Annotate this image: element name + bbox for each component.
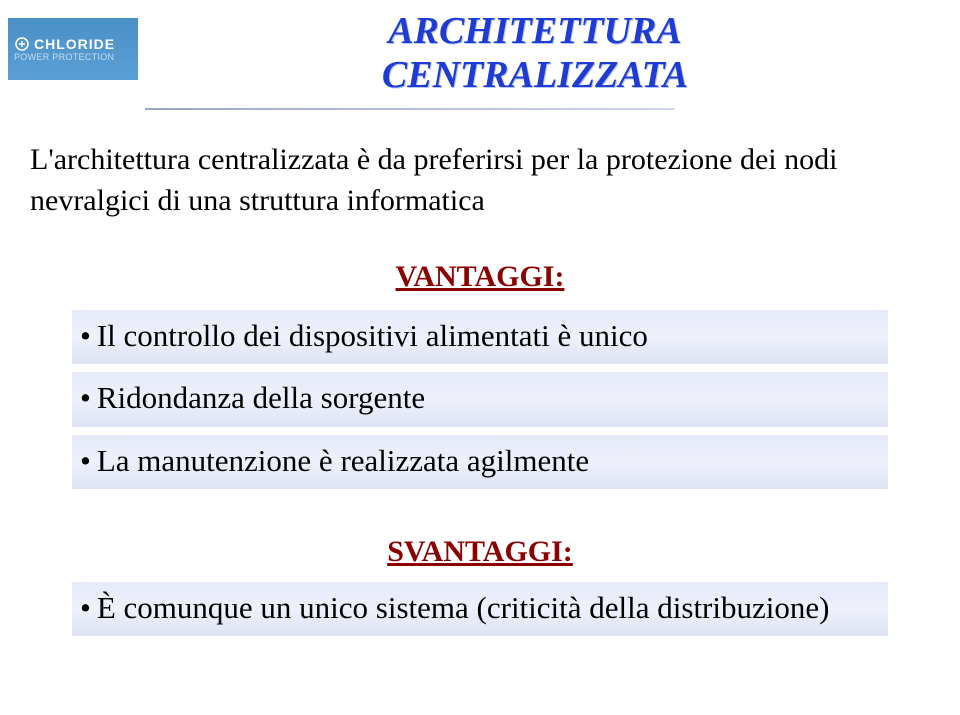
bullet-icon: • [80,378,91,418]
brand-name-row: CHLORIDE [8,36,138,52]
list-item: • È comunque un unico sistema (criticità… [72,582,888,636]
disadvantages-list: • È comunque un unico sistema (criticità… [72,582,888,644]
bullet-icon: • [80,441,91,481]
list-item-text: È comunque un unico sistema (criticità d… [97,588,830,628]
advantages-list: • Il controllo dei dispositivi alimentat… [72,310,888,497]
brand-icon [14,36,30,52]
list-item: • Ridondanza della sorgente [72,372,888,426]
slide-title: ARCHITETTURA CENTRALIZZATA [170,10,900,97]
list-item: • Il controllo dei dispositivi alimentat… [72,310,888,364]
intro-paragraph: L'architettura centralizzata è da prefer… [30,140,930,221]
bullet-icon: • [80,316,91,356]
list-item: • La manutenzione è realizzata agilmente [72,435,888,489]
list-item-text: Il controllo dei dispositivi alimentati … [97,316,648,356]
brand-logo: CHLORIDE POWER PROTECTION [8,18,138,80]
brand-name: CHLORIDE [34,36,115,52]
title-underline [145,108,675,110]
advantages-heading: VANTAGGI: [0,260,960,294]
disadvantages-heading: SVANTAGGI: [0,535,960,569]
title-line-1: ARCHITETTURA [170,10,900,54]
title-line-2: CENTRALIZZATA [170,54,900,98]
list-item-text: La manutenzione è realizzata agilmente [97,441,589,481]
brand-subtitle: POWER PROTECTION [8,52,138,62]
list-item-text: Ridondanza della sorgente [97,378,425,418]
bullet-icon: • [80,588,91,628]
